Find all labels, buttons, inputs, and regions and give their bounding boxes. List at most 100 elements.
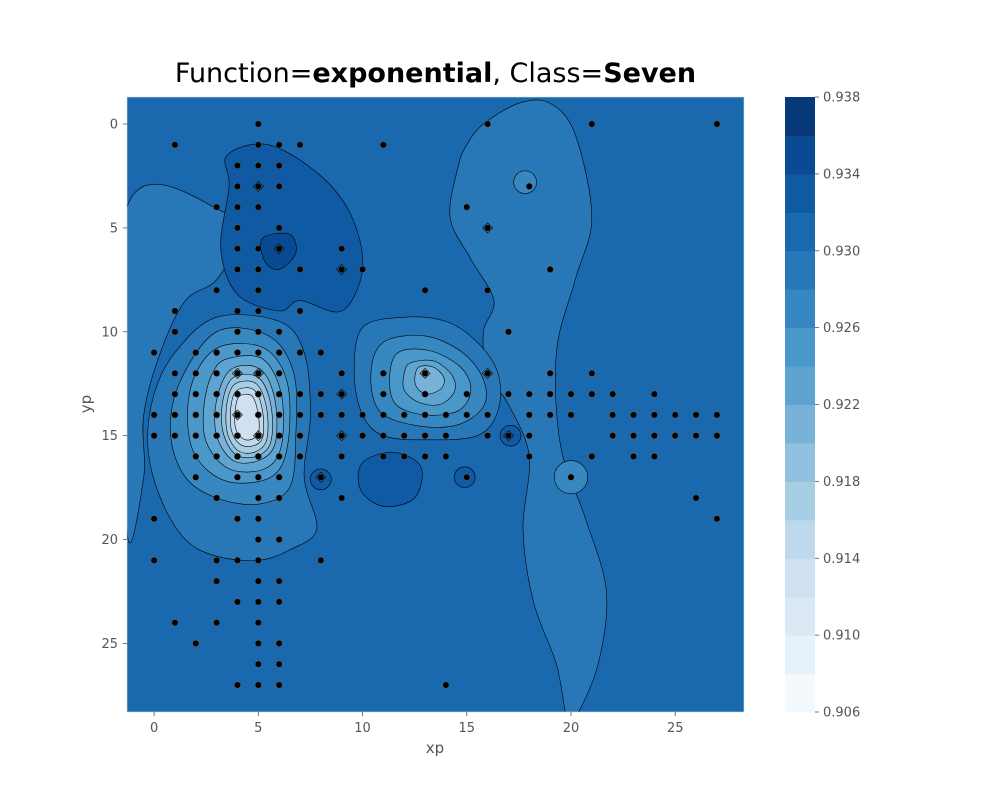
data-point [588, 120, 596, 128]
colorbar-swatch [785, 519, 815, 559]
data-point [650, 452, 658, 460]
y-axis: 0 5 10 15 20 25 [101, 118, 127, 652]
data-point [338, 245, 346, 253]
data-point [254, 411, 262, 419]
data-point [234, 598, 241, 606]
data-point [234, 328, 241, 336]
data-point [234, 307, 241, 315]
data-point [317, 473, 325, 481]
data-point [254, 536, 262, 544]
colorbar-tick-label: 0.918 [823, 475, 860, 490]
data-point [171, 411, 179, 419]
colorbar-tick-label: 0.938 [823, 91, 860, 106]
x-tick-label: 15 [458, 721, 475, 736]
contour-diamond [252, 367, 264, 379]
x-axis: 0 5 10 15 20 25 [150, 712, 683, 736]
data-point [275, 369, 283, 377]
data-point [275, 432, 283, 440]
contour-diamond [419, 367, 431, 379]
data-point [192, 473, 200, 481]
data-point [484, 369, 492, 377]
data-point [192, 639, 200, 647]
contour-diamond [482, 367, 494, 379]
data-point [338, 265, 346, 273]
title-class: Seven [603, 58, 697, 89]
data-point [484, 411, 492, 419]
data-point [254, 265, 262, 273]
title-mid: , Class= [492, 58, 604, 89]
data-point [254, 515, 262, 523]
colorbar-swatch [785, 366, 815, 405]
data-point [192, 411, 200, 419]
data-point [505, 390, 512, 398]
colorbar-swatch [785, 327, 815, 367]
data-point [609, 432, 617, 440]
colorbar-tick-label: 0.922 [823, 398, 860, 413]
data-point [296, 432, 304, 440]
data-point [525, 411, 533, 419]
contour-small-dark-spot [357, 451, 423, 507]
data-point [275, 473, 283, 481]
data-point [234, 432, 241, 440]
data-point [400, 452, 408, 460]
contour-diamond [232, 409, 243, 421]
data-point [379, 411, 387, 419]
data-point [192, 432, 200, 440]
data-point [379, 369, 387, 377]
data-point [442, 681, 450, 689]
data-point [254, 432, 262, 440]
data-point [296, 411, 304, 419]
data-point [234, 473, 241, 481]
data-point [505, 432, 512, 440]
data-point [525, 432, 533, 440]
colorbar-swatch [785, 635, 815, 675]
data-point [484, 432, 492, 440]
data-point [234, 390, 241, 398]
data-point [296, 452, 304, 460]
data-point [275, 162, 283, 170]
data-point [234, 681, 241, 689]
data-point [567, 411, 575, 419]
contour-diamond [336, 388, 348, 400]
data-point [275, 577, 283, 585]
data-point [275, 660, 283, 668]
data-point [192, 452, 200, 460]
colorbar-swatch [785, 97, 815, 136]
data-point [609, 390, 617, 398]
data-point [650, 411, 658, 419]
data-point [317, 390, 325, 398]
data-point [234, 245, 241, 253]
data-point [296, 265, 304, 273]
data-point [254, 619, 262, 627]
data-point [213, 411, 221, 419]
data-point [442, 411, 450, 419]
data-point [421, 286, 429, 294]
data-point [463, 473, 471, 481]
contour-diamond [232, 367, 243, 379]
data-point [234, 411, 241, 419]
data-point [213, 203, 221, 211]
colorbar-swatch [785, 558, 815, 598]
data-point [254, 328, 262, 336]
data-point [630, 411, 637, 419]
colorbar-swatch [785, 404, 815, 444]
data-point [463, 390, 471, 398]
colorbar: 0.906 0.910 0.914 0.918 0.922 0.926 0.930 0.934… [785, 91, 860, 721]
colorbar-swatch [785, 250, 815, 290]
data-point [692, 432, 700, 440]
data-point [150, 515, 158, 523]
data-point [546, 369, 554, 377]
data-point [234, 265, 241, 273]
colorbar-swatch [785, 673, 815, 713]
data-point [171, 390, 179, 398]
colorbar-swatch [785, 212, 815, 252]
data-point [275, 536, 283, 544]
data-point [421, 411, 429, 419]
data-point [254, 307, 262, 315]
data-point [692, 411, 700, 419]
data-point [379, 390, 387, 398]
title-function: exponential [312, 58, 493, 89]
data-point [150, 556, 158, 564]
colorbar-swatch [785, 289, 815, 329]
